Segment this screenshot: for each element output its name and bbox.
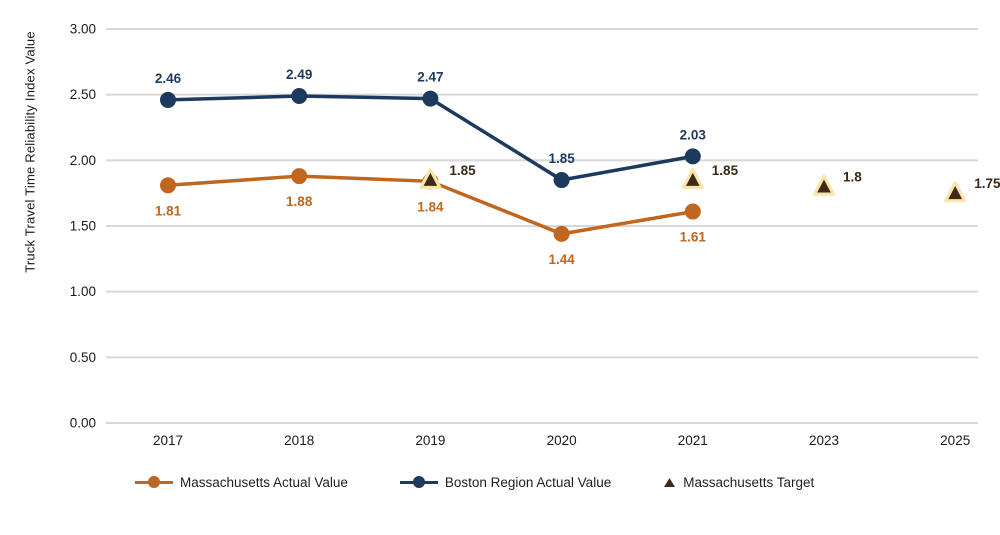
data-point-label: 1.85 xyxy=(712,163,739,178)
x-tick-label: 2025 xyxy=(940,433,970,448)
legend: Massachusetts Actual Value Boston Region… xyxy=(135,470,814,494)
line-circle-marker-icon xyxy=(399,476,438,489)
y-tick-label: 0.50 xyxy=(70,350,96,365)
line-circle-marker-icon xyxy=(135,476,173,489)
data-point-label: 1.8 xyxy=(843,170,862,185)
data-point-label: 1.75 xyxy=(974,176,1000,191)
data-point-circle xyxy=(684,203,701,220)
data-point-label: 1.84 xyxy=(417,199,444,214)
data-point-label: 2.47 xyxy=(417,70,443,85)
data-point-label: 1.61 xyxy=(680,230,707,245)
x-tick-label: 2019 xyxy=(415,433,445,448)
data-point-triangle xyxy=(419,167,442,190)
data-point-label: 2.49 xyxy=(286,67,312,82)
y-tick-label: 2.00 xyxy=(70,153,96,168)
data-point-label: 2.03 xyxy=(680,127,707,142)
y-tick-label: 3.00 xyxy=(70,22,96,37)
data-point-label: 1.88 xyxy=(286,194,313,209)
data-point-label: 1.85 xyxy=(548,151,575,166)
data-point-circle xyxy=(160,177,176,194)
data-point-circle xyxy=(422,90,439,107)
y-tick-label: 1.50 xyxy=(70,219,96,234)
y-tick-label: 0.00 xyxy=(70,416,96,431)
data-point-label: 1.85 xyxy=(449,163,476,178)
x-tick-label: 2020 xyxy=(547,433,577,448)
legend-item-massachusetts-actual: Massachusetts Actual Value xyxy=(135,475,348,490)
legend-label-boston-region-actual: Boston Region Actual Value xyxy=(444,474,612,490)
triangle-marker-icon xyxy=(664,477,676,487)
data-point-label: 2.46 xyxy=(155,71,182,86)
legend-label-massachusetts-target: Massachusetts Target xyxy=(683,474,815,490)
data-point-label: 1.44 xyxy=(548,252,575,267)
data-point-circle xyxy=(684,148,701,165)
data-point-triangle xyxy=(681,167,704,190)
series-line xyxy=(167,94,694,182)
data-point-triangle xyxy=(812,174,836,196)
data-point-triangle xyxy=(944,181,967,203)
data-point-circle xyxy=(291,168,308,185)
data-point-circle xyxy=(553,225,570,242)
x-tick-label: 2021 xyxy=(678,433,708,448)
x-tick-label: 2023 xyxy=(809,433,839,448)
data-point-circle xyxy=(553,172,570,189)
legend-item-massachusetts-target: Massachusetts Target xyxy=(663,475,814,490)
legend-item-boston-region-actual: Boston Region Actual Value xyxy=(399,474,612,490)
x-tick-label: 2018 xyxy=(284,433,314,448)
data-point-label: 1.81 xyxy=(155,203,182,218)
y-tick-label: 1.00 xyxy=(70,284,96,299)
legend-label-massachusetts-actual: Massachusetts Actual Value xyxy=(180,474,348,490)
x-tick-label: 2017 xyxy=(153,433,183,448)
data-point-circle xyxy=(160,91,176,108)
y-tick-label: 2.50 xyxy=(70,87,96,102)
data-point-circle xyxy=(291,87,308,104)
